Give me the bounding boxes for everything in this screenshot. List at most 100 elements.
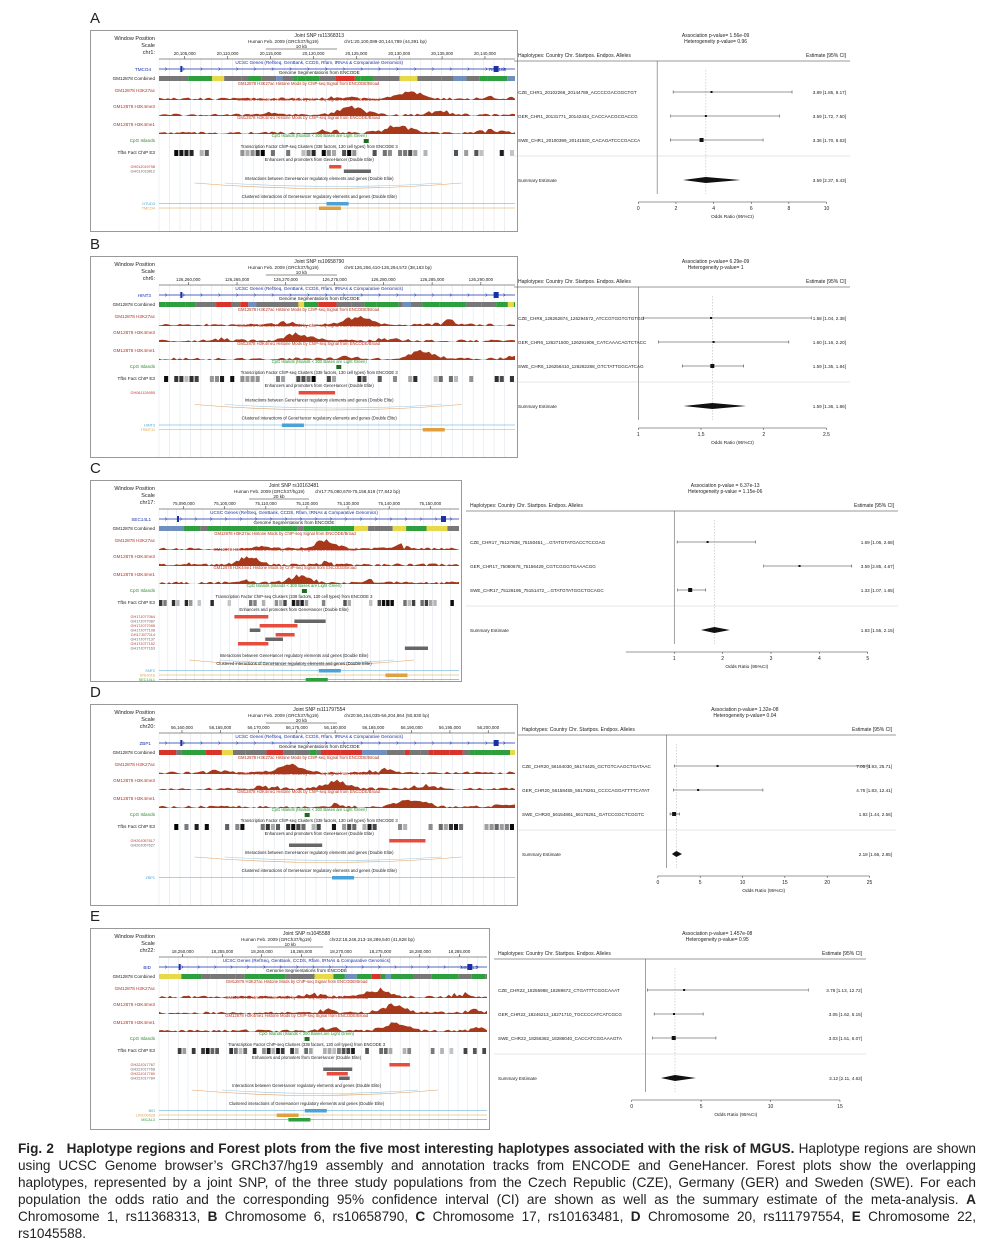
track-label: Tfbs Fact ChIP E3 (118, 376, 156, 381)
label-chr: chr1: (143, 50, 156, 56)
label-chr: chr20: (140, 724, 156, 730)
gene-name-top: ZBP1 (140, 741, 152, 746)
strand-arrow (394, 965, 398, 969)
assembly-label: Human Feb. 2009 (GRCh37/hg19) (234, 489, 305, 494)
x-axis-label: Odds Ratio (95%CI) (711, 440, 754, 446)
association-p-value: Association p-value= 1.457e-08 (682, 931, 752, 937)
segmentation-block (336, 302, 352, 307)
gene-name-bottom: OTUD3 (142, 202, 155, 206)
strand-arrow (194, 517, 198, 521)
segmentation-block (368, 526, 375, 531)
tfbs-cluster (171, 600, 176, 606)
segmentation-block (159, 974, 182, 979)
segmentation-block (207, 526, 222, 531)
strand-arrow (299, 517, 303, 521)
segmentation-block (275, 974, 286, 979)
enhancer-label: Enhancers and promoters from GeneHancer … (265, 383, 375, 388)
segmentation-block (364, 302, 377, 307)
point-estimate (671, 1036, 676, 1040)
tfbs-cluster (174, 150, 179, 156)
haplotype-estimate: 3.89 [1.85, 8.17] (813, 90, 846, 95)
tfbs-cluster (402, 1048, 407, 1054)
tfbs-cluster (423, 150, 428, 156)
tfbs-cluster (443, 824, 448, 830)
tfbs-cluster (408, 376, 413, 382)
coordinate-tick: 56,180,000 (324, 725, 347, 730)
histone-signal (159, 1003, 487, 1014)
histone-signal (159, 556, 459, 566)
segmentation-block (439, 302, 454, 307)
segmentation-block (176, 750, 182, 755)
forest-svg: Association p-value= 6.29e-09Heterogenei… (514, 259, 850, 446)
strand-arrow (414, 67, 417, 71)
segmentation-block (417, 76, 442, 81)
enhancer-name: GH22J017768 (131, 1068, 156, 1072)
segmentation-block (195, 302, 217, 307)
strand-arrow (404, 517, 408, 521)
point-estimate (710, 317, 713, 319)
interaction-label: Interactions between GeneHancer regulato… (245, 398, 394, 403)
strand-arrow (378, 965, 381, 969)
track-label: GM12878 Combined (113, 750, 156, 755)
tfbs-cluster (372, 150, 377, 156)
tfbs-cluster (306, 150, 311, 156)
segmentation-block (411, 302, 423, 307)
coordinate-tick: 20,125,000 (345, 51, 368, 56)
strand-arrow (449, 741, 453, 745)
tfbs-cluster (252, 1048, 257, 1054)
enhancer-name: GH01J019798 (131, 165, 156, 169)
summary-diamond (671, 851, 682, 857)
strand-arrow (325, 67, 328, 71)
segmentation-block (507, 302, 514, 307)
histone-signal (159, 332, 515, 342)
tfbs-cluster (159, 600, 163, 606)
tfbs-cluster (182, 1048, 187, 1054)
enhancer-name: GH17J077114 (131, 633, 155, 637)
heterogeneity-p-value: Heterogeneity p-value= 0.95 (686, 937, 749, 943)
gene-name-bottom: SNF2 (145, 669, 155, 673)
x-tick-label: 0 (637, 206, 640, 212)
gene-name-bottom: SEC14L1 (139, 678, 155, 682)
exon-block (493, 66, 499, 72)
gene-block (332, 876, 355, 880)
exon-block (441, 516, 446, 522)
tfbs-cluster (403, 824, 408, 830)
strand-arrow (284, 517, 288, 521)
coordinate-tick: 126,265,000 (225, 277, 250, 282)
gene-block (276, 1113, 299, 1117)
tfbs-cluster (362, 824, 367, 830)
tfbs-label: Transcription Factor ChIP-seq Clusters (… (241, 818, 399, 823)
tfbs-cluster (296, 376, 301, 382)
point-estimate (697, 789, 700, 791)
interaction-arc (218, 659, 395, 664)
track-label: CpG Islands (130, 138, 156, 143)
tfbs-cluster (367, 824, 372, 830)
position-label: chr6:126,256,410-126,294,572 (38,163 bp) (344, 265, 432, 270)
segmentation-block (212, 76, 225, 81)
segmentation-block (210, 974, 236, 979)
track-label: GM12878 H3K4me3 (113, 1002, 155, 1007)
tfbs-cluster (381, 600, 386, 606)
enhancer-block (289, 843, 323, 847)
tfbs-cluster (362, 376, 367, 382)
segmentation-block (276, 76, 283, 81)
segmentation-block (485, 974, 487, 979)
strand-arrow (360, 741, 364, 745)
tfbs-cluster (482, 1048, 487, 1054)
segmentation-block (221, 750, 234, 755)
coordinate-tick: 56,160,000 (171, 725, 194, 730)
tfbs-cluster (428, 824, 433, 830)
segmentation-block (256, 302, 280, 307)
coordinate-tick: 18,275,000 (369, 949, 392, 954)
assembly-label: Human Feb. 2009 (GRCh37/hg19) (241, 937, 312, 942)
strand-arrow (200, 67, 204, 71)
haplotype-estimate: 1.69 [1.06, 2.68] (861, 540, 894, 545)
tfbs-cluster (261, 600, 266, 606)
panel-letter: D (90, 684, 101, 701)
segmentation-block (318, 302, 337, 307)
tfbs-cluster (286, 150, 291, 156)
track-label: CpG Islands (130, 1036, 156, 1041)
tfbs-cluster (387, 150, 392, 156)
tfbs-cluster (347, 600, 351, 606)
x-tick-label: 3 (770, 656, 773, 662)
